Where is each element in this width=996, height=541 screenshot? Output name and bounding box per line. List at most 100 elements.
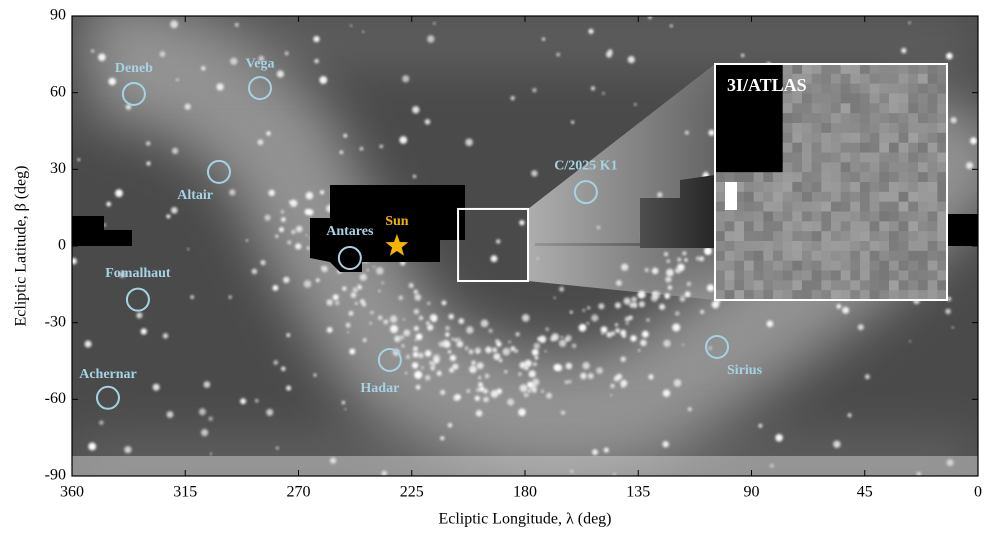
inset-pixel [918,221,929,232]
background-star [228,295,232,299]
inset-pixel [811,172,822,183]
inset-pixel [782,250,793,262]
background-star [615,323,618,327]
background-star [457,337,461,341]
inset-pixel [802,270,813,281]
inset-pixel [898,280,909,291]
background-star [276,446,279,450]
background-star [405,354,411,359]
inset-pixel [937,241,948,252]
background-star [483,396,489,403]
inset-pixel [734,132,745,144]
inset-pixel [782,83,793,94]
inset-pixel [889,221,900,232]
inset-pixel [879,113,890,124]
inset-pixel [744,290,755,301]
inset-pixel [937,191,948,203]
inset-pixel [773,73,784,85]
background-star [289,200,292,204]
background-star [741,53,745,58]
background-star [518,372,522,376]
inset-pixel [889,172,900,183]
inset-pixel [869,73,880,85]
inset-pixel [937,132,948,144]
inset-pixel [889,64,900,75]
inset-pixel [937,270,948,281]
inset-pixel [840,172,851,183]
inset-pixel [908,64,919,75]
inset-pixel [802,103,813,114]
background-star [198,408,206,416]
inset-pixel [792,162,803,173]
inset-pixel [879,142,890,153]
background-star [281,366,286,372]
inset-pixel [792,211,803,222]
inset-pixel [918,191,929,203]
background-star [316,278,320,283]
inset-pixel [840,93,851,104]
background-star [634,103,637,106]
inset-pixel [773,280,784,291]
inset-pixel [811,260,822,271]
y-axis-label: Ecliptic Latitude, β (deg) [13,166,30,327]
background-star [201,66,206,71]
inset-pixel [840,152,851,163]
inset-pixel [889,123,900,134]
inset-pixel [860,270,871,281]
inset-pixel [937,221,948,232]
inset-pixel [821,83,832,94]
background-star [287,240,292,245]
background-star [564,380,569,384]
inset-pixel [889,231,900,242]
inset-pixel [782,93,793,104]
background-star [560,410,566,415]
background-star [638,301,645,308]
inset-pixel [724,152,735,163]
background-star [495,339,500,344]
inset-pixel [879,241,890,252]
inset-pixel [898,83,909,94]
inset-pixel [792,231,803,242]
inset-pixel [850,64,861,75]
inset-pixel [831,123,842,134]
inset-pixel [908,290,919,301]
inset-pixel [744,83,755,94]
inset-pixel [734,83,745,94]
inset-pixel [753,142,764,153]
inset-pixel [763,182,774,193]
background-star [620,329,627,336]
background-star [614,302,621,309]
background-star [275,234,279,238]
inset-pixel [898,73,909,85]
inset-pixel [879,260,890,271]
inset-pixel [927,113,938,124]
inset-pixel [898,182,909,193]
inset-pixel [802,241,813,252]
inset-pixel [715,142,726,153]
inset-source [725,182,737,210]
background-star [580,372,587,380]
inset-pixel [802,280,813,291]
background-star [332,294,339,301]
background-star [254,398,259,403]
inset-pixel [763,231,774,242]
background-star [568,380,572,384]
inset-pixel [744,103,755,114]
background-star [172,147,179,154]
inset-pixel [937,211,948,222]
inset-pixel [918,113,929,124]
inset-pixel [715,103,726,114]
inset-pixel [918,260,929,271]
background-star [240,398,247,405]
inset-pixel [821,191,832,203]
inset-pixel [840,290,851,301]
inset-pixel [879,191,890,203]
background-star [447,422,453,428]
background-star [72,257,77,265]
background-star [582,308,586,312]
y-tick-label: 0 [58,237,66,254]
inset-pixel [869,93,880,104]
inset-pixel [773,211,784,222]
inset-pixel [927,221,938,232]
inset-pixel [763,103,774,114]
